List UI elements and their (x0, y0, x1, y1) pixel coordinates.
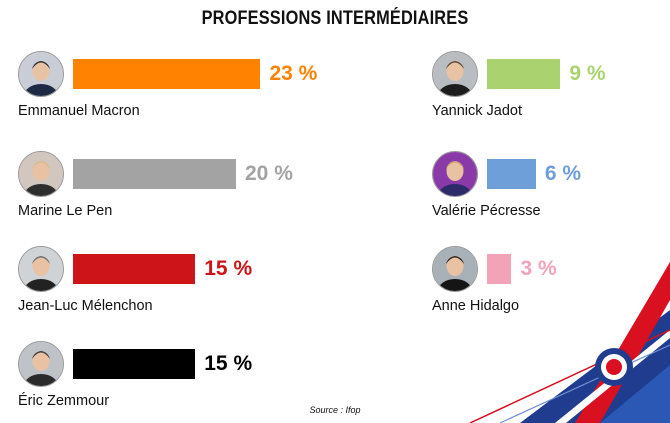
candidate-name-jean-luc-melenchon: Jean-Luc Mélenchon (18, 298, 153, 314)
bar-emmanuel-macron (73, 59, 261, 89)
bar-jean-luc-melenchon (73, 254, 196, 284)
bar-anne-hidalgo (487, 254, 512, 284)
value-label-yannick-jadot: 9 % (569, 62, 606, 85)
candidate-name-yannick-jadot: Yannick Jadot (432, 103, 523, 119)
value-label-emmanuel-macron: 23 % (269, 62, 318, 85)
avatar-eric-zemmour (18, 341, 64, 387)
candidate-name-emmanuel-macron: Emmanuel Macron (18, 103, 140, 119)
bar-marine-le-pen (73, 159, 236, 189)
avatar-anne-hidalgo (432, 246, 478, 292)
bar-yannick-jadot (487, 59, 561, 89)
candidate-name-eric-zemmour: Éric Zemmour (18, 393, 110, 409)
candidate-name-anne-hidalgo: Anne Hidalgo (432, 298, 520, 314)
avatar-valerie-pecresse (432, 151, 478, 197)
avatar-yannick-jadot (432, 51, 478, 97)
candidate-name-marine-le-pen: Marine Le Pen (18, 203, 113, 219)
bar-valerie-pecresse (487, 159, 536, 189)
value-label-valerie-pecresse: 6 % (544, 162, 582, 185)
avatar-emmanuel-macron (18, 51, 64, 97)
source-note: Source : Ifop (309, 405, 361, 415)
value-label-jean-luc-melenchon: 15 % (204, 257, 253, 280)
value-label-anne-hidalgo: 3 % (520, 257, 557, 280)
chart-title: PROFESSIONS INTERMÉDIAIRES (201, 8, 469, 29)
value-label-marine-le-pen: 20 % (245, 162, 293, 185)
value-label-eric-zemmour: 15 % (204, 352, 253, 375)
cockade-icon (595, 348, 633, 386)
avatar-jean-luc-melenchon (18, 246, 64, 292)
avatar-marine-le-pen (18, 151, 64, 197)
candidate-name-valerie-pecresse: Valérie Pécresse (432, 203, 541, 219)
bar-eric-zemmour (73, 349, 196, 379)
